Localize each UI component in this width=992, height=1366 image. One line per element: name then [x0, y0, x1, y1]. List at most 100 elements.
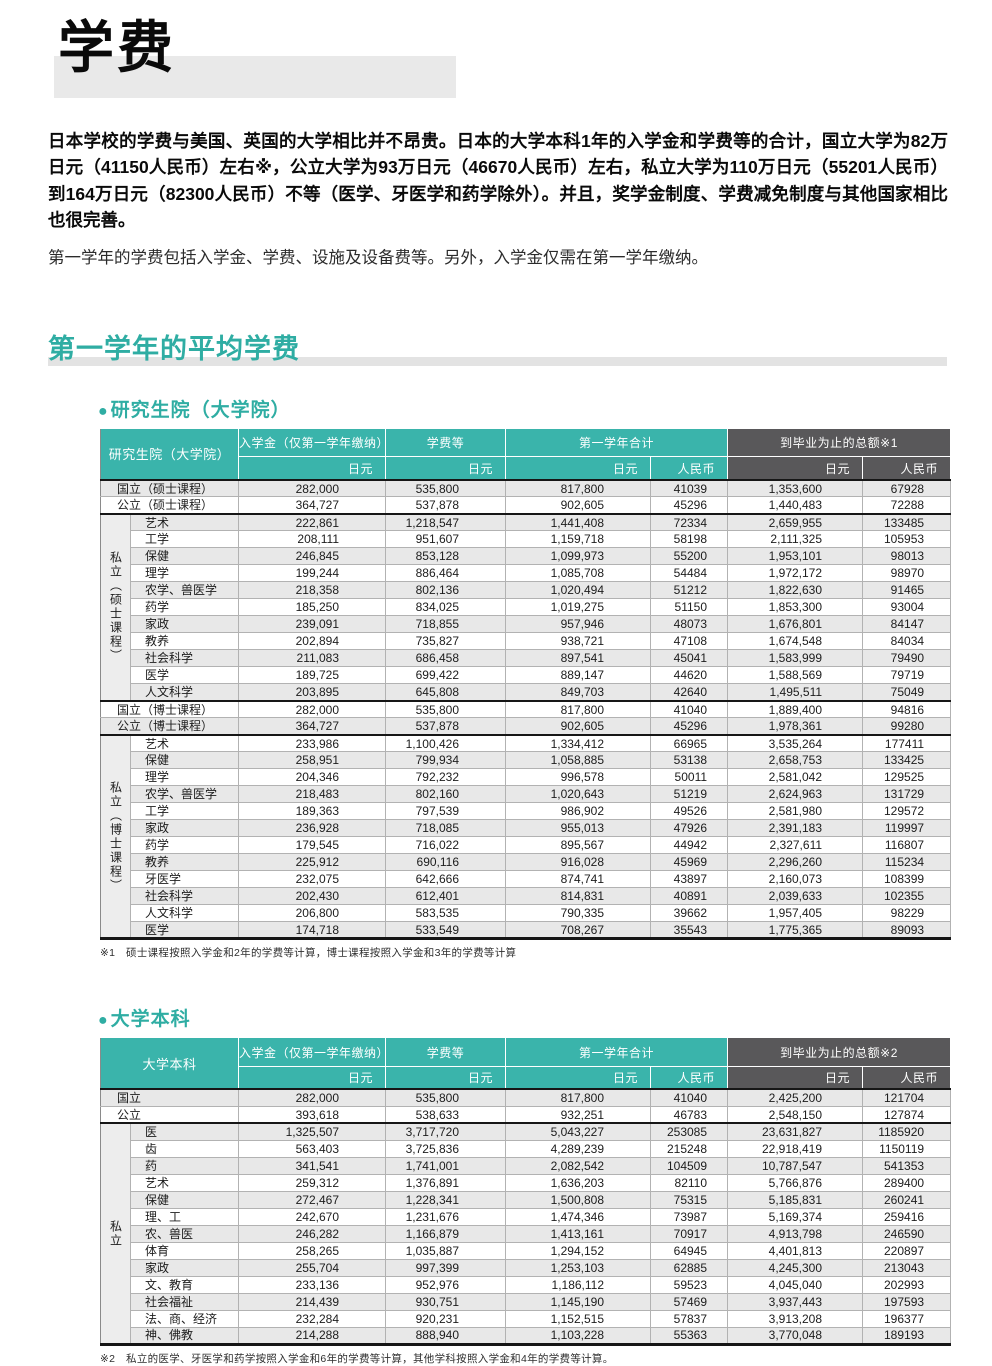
cell-firstyear-rmb: 45296	[650, 717, 729, 735]
table-row: 齿 563,403 3,725,836 4,289,239 215248 22,918,4…	[100, 1139, 952, 1158]
table1-heading-label: 研究生院（大学院）	[110, 399, 291, 421]
cell-admission-yen: 206,800	[238, 904, 387, 922]
subcol-rmb: 人民币	[862, 456, 952, 481]
cell-graduation-yen: 1,676,801	[727, 615, 864, 633]
cell-graduation-yen: 3,913,208	[727, 1309, 864, 1328]
cell-firstyear-rmb: 44942	[650, 836, 729, 854]
table-row: 私立（硕士课程） 艺术 222,861 1,218,547 1,441,408 72334…	[100, 512, 952, 701]
cell-graduation-yen: 1,495,511	[727, 683, 864, 701]
section-title: 第一学年的平均学费	[48, 333, 300, 364]
cell-firstyear-rmb: 253085	[650, 1122, 729, 1141]
cell-admission-yen: 258,265	[238, 1241, 387, 1260]
cell-graduation-rmb: 93004	[862, 598, 952, 616]
cell-tuition-yen: 535,800	[385, 699, 507, 718]
cell-admission-yen: 255,704	[238, 1258, 387, 1277]
table-row: 医学 174,718 533,549 708,267 35543 1,775,365 890…	[100, 921, 952, 939]
cell-graduation-yen: 1,583,999	[727, 649, 864, 667]
cell-graduation-yen: 1,889,400	[727, 699, 864, 718]
cell-admission-yen: 214,288	[238, 1326, 387, 1345]
cell-graduation-yen: 10,787,547	[727, 1156, 864, 1175]
cell-firstyear-rmb: 72334	[650, 512, 729, 531]
cell-firstyear-yen: 1,474,346	[505, 1207, 652, 1226]
cell-firstyear-rmb: 57469	[650, 1292, 729, 1311]
cell-graduation-rmb: 89093	[862, 921, 952, 939]
row-label: 药学	[130, 598, 240, 616]
row-label: 家政	[130, 1258, 240, 1277]
cell-admission-yen: 246,845	[238, 547, 387, 565]
table-row: 教养 225,912 690,116 916,028 45969 2,296,260 115…	[100, 853, 952, 871]
table2-footnote: ※2 私立的医学、牙医学和药学按照入学金和6年的学费等计算，其他学科按照入学金和…	[100, 1352, 614, 1365]
cell-graduation-yen: 1,978,361	[727, 717, 864, 735]
cell-graduation-yen: 4,245,300	[727, 1258, 864, 1277]
cell-tuition-yen: 645,808	[385, 683, 507, 701]
cell-firstyear-yen: 708,267	[505, 921, 652, 939]
cell-tuition-yen: 952,976	[385, 1275, 507, 1294]
cell-graduation-yen: 2,548,150	[727, 1105, 864, 1124]
cell-graduation-rmb: 129525	[862, 768, 952, 786]
cell-admission-yen: 202,430	[238, 887, 387, 905]
table-row: 工学 208,111 951,607 1,159,718 58198 2,111,325 1…	[100, 530, 952, 548]
row-label: 社会科学	[130, 887, 240, 905]
cell-admission-yen: 232,075	[238, 870, 387, 888]
cell-graduation-yen: 2,160,073	[727, 870, 864, 888]
cell-admission-yen: 364,727	[238, 717, 387, 735]
row-label: 艺术	[130, 1173, 240, 1192]
table-row: 公立（硕士课程） 364,727 537,878 902,605 45296 1,440,…	[100, 496, 952, 514]
table-row: 保健 258,951 799,934 1,058,885 53138 2,658,753 1…	[100, 751, 952, 769]
cell-admission-yen: 258,951	[238, 751, 387, 769]
col-tuition: 学费等	[385, 428, 507, 458]
cell-firstyear-rmb: 47926	[650, 819, 729, 837]
table-row: 国立 282,000 535,800 817,800 41040 2,425,200 121…	[100, 1088, 952, 1107]
cell-firstyear-yen: 1,099,973	[505, 547, 652, 565]
cell-firstyear-rmb: 104509	[650, 1156, 729, 1175]
row-label: 医学	[130, 921, 240, 939]
table-header: 研究生院（大学院） 入学金（仅第一学年缴纳） 学费等 第一学年合计 到毕业为止的…	[100, 428, 952, 481]
table-row: 人文科学 203,895 645,808 849,703 42640 1,495,511 7…	[100, 683, 952, 701]
cell-graduation-rmb: 1185920	[862, 1122, 952, 1141]
cell-firstyear-rmb: 64945	[650, 1241, 729, 1260]
cell-firstyear-yen: 849,703	[505, 683, 652, 701]
cell-graduation-rmb: 259416	[862, 1207, 952, 1226]
cell-graduation-yen: 1,957,405	[727, 904, 864, 922]
cell-firstyear-rmb: 54484	[650, 564, 729, 582]
cell-tuition-yen: 3,725,836	[385, 1139, 507, 1158]
cell-firstyear-rmb: 70917	[650, 1224, 729, 1243]
cell-admission-yen: 233,986	[238, 733, 387, 752]
cell-firstyear-rmb: 55363	[650, 1326, 729, 1345]
cell-graduation-yen: 5,169,374	[727, 1207, 864, 1226]
row-group-label: 私立（硕士课程）	[100, 512, 131, 701]
cell-graduation-yen: 4,401,813	[727, 1241, 864, 1260]
cell-graduation-rmb: 196377	[862, 1309, 952, 1328]
cell-admission-yen: 174,718	[238, 921, 387, 939]
cell-firstyear-yen: 1,085,708	[505, 564, 652, 582]
cell-graduation-yen: 2,659,955	[727, 512, 864, 531]
cell-tuition-yen: 1,166,879	[385, 1224, 507, 1243]
cell-firstyear-rmb: 45296	[650, 496, 729, 514]
cell-tuition-yen: 1,231,676	[385, 1207, 507, 1226]
cell-graduation-rmb: 105953	[862, 530, 952, 548]
cell-graduation-rmb: 129572	[862, 802, 952, 820]
cell-admission-yen: 225,912	[238, 853, 387, 871]
row-label: 理学	[130, 768, 240, 786]
cell-tuition-yen: 538,633	[385, 1105, 507, 1124]
cell-graduation-yen: 2,296,260	[727, 853, 864, 871]
cell-firstyear-rmb: 73987	[650, 1207, 729, 1226]
cell-graduation-yen: 5,185,831	[727, 1190, 864, 1209]
cell-admission-yen: 203,895	[238, 683, 387, 701]
cell-graduation-yen: 1,674,548	[727, 632, 864, 650]
row-label: 牙医学	[130, 870, 240, 888]
table-row: 药学 179,545 716,022 895,567 44942 2,327,611 116…	[100, 836, 952, 854]
cell-admission-yen: 218,358	[238, 581, 387, 599]
cell-graduation-yen: 1,822,630	[727, 581, 864, 599]
bullet-icon: ●	[98, 402, 109, 420]
cell-tuition-yen: 1,741,001	[385, 1156, 507, 1175]
intro-paragraph: 日本学校的学费与美国、英国的大学相比并不昂贵。日本的大学本科1年的入学金和学费等…	[48, 131, 948, 230]
table-row: 保健 246,845 853,128 1,099,973 55200 1,953,101 9…	[100, 547, 952, 565]
cell-firstyear-yen: 817,800	[505, 1088, 652, 1107]
section-underline-bar	[48, 356, 947, 366]
row-label: 保健	[130, 1190, 240, 1209]
subcol-yen: 日元	[238, 1066, 387, 1090]
table-row: 理学 204,346 792,232 996,578 50011 2,581,042 129…	[100, 768, 952, 786]
cell-firstyear-rmb: 43897	[650, 870, 729, 888]
cell-firstyear-rmb: 41040	[650, 699, 729, 718]
